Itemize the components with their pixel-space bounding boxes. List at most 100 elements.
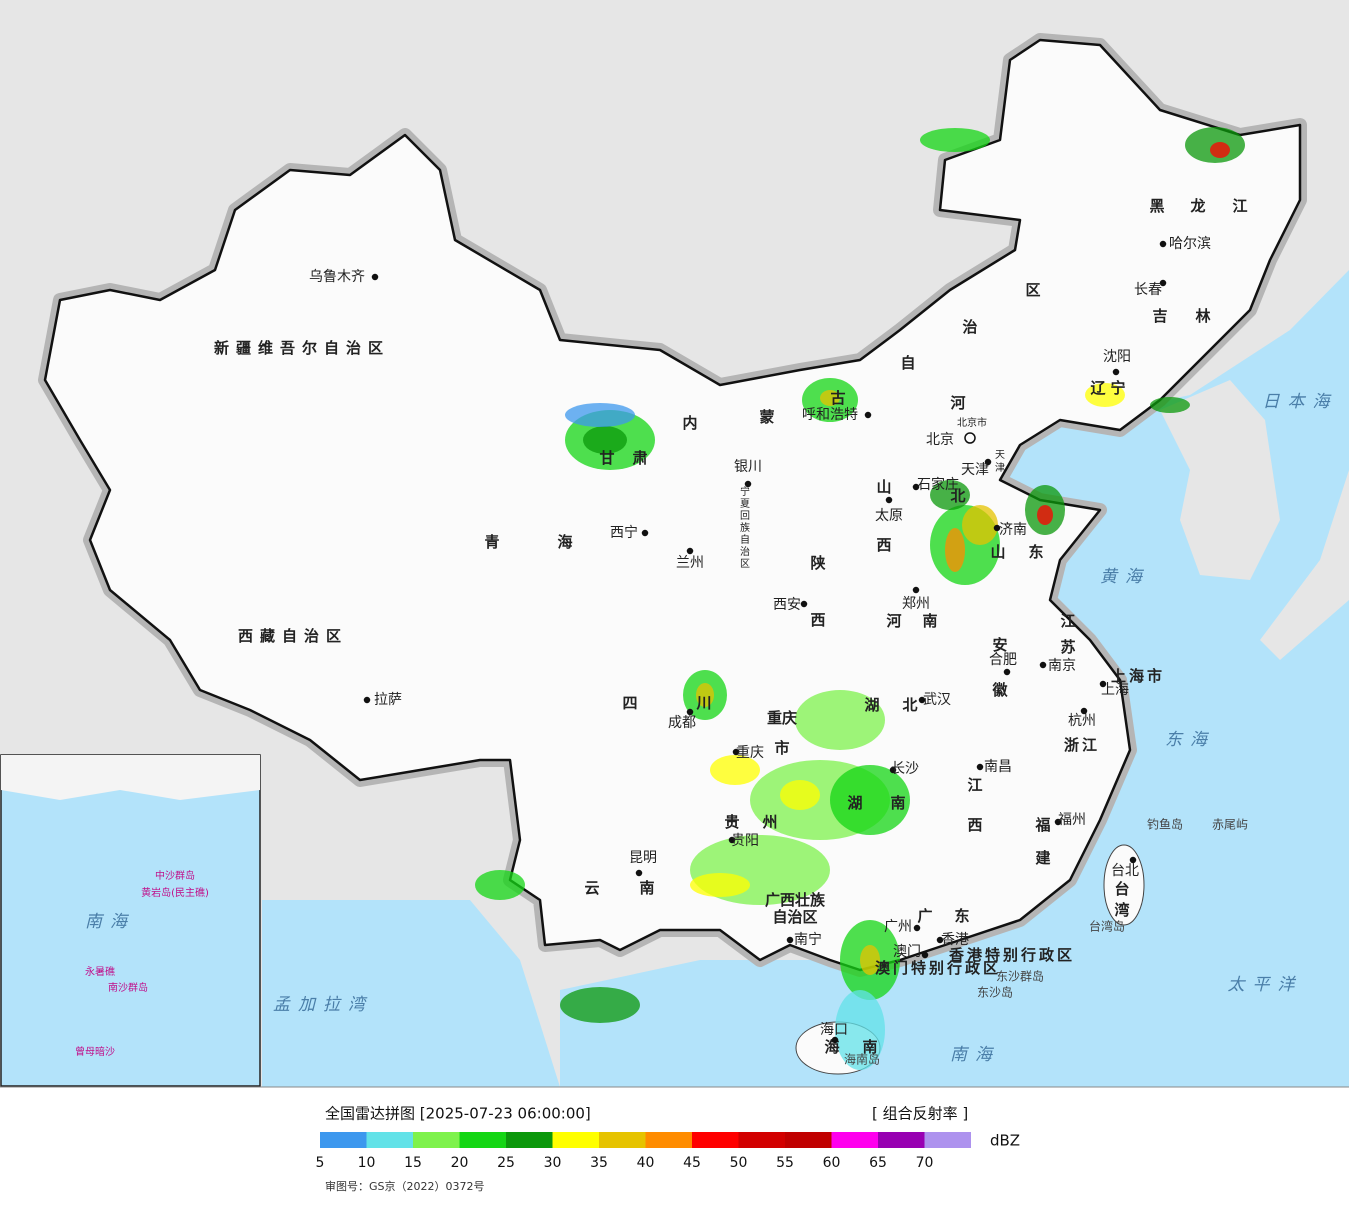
scale-tick-label: 20 xyxy=(451,1155,469,1171)
province-label: 湖南 xyxy=(847,794,905,812)
province-label: 内蒙古自治区 xyxy=(682,281,1040,432)
province-label: 山西 xyxy=(876,478,891,554)
city-dot xyxy=(912,586,920,594)
radar-echo xyxy=(475,870,525,900)
scale-swatch xyxy=(459,1132,506,1148)
city-label: 昆明 xyxy=(629,850,657,866)
radar-echo xyxy=(1210,142,1230,158)
city-dot xyxy=(913,924,921,932)
inset-land xyxy=(1,755,260,800)
scale-tick-label: 35 xyxy=(590,1155,608,1171)
scale-swatch xyxy=(506,1132,553,1148)
legend-unit: dBZ xyxy=(990,1132,1020,1150)
sea-label: 孟加拉湾 xyxy=(273,995,373,1015)
radar-echo xyxy=(920,128,990,152)
province-label: 新疆维吾尔自治区 xyxy=(214,339,390,357)
scale-tick-label: 10 xyxy=(358,1155,376,1171)
province-label: 浙江 xyxy=(1064,736,1100,754)
city-label: 成都 xyxy=(668,715,696,731)
city-label: 杭州 xyxy=(1068,713,1096,729)
city-label: 合肥 xyxy=(989,652,1017,668)
province-label: 云南 xyxy=(584,879,654,897)
city-dot xyxy=(918,696,926,704)
radar-echo xyxy=(830,765,910,835)
scale-tick-label: 30 xyxy=(544,1155,562,1171)
city-dot xyxy=(1129,856,1137,864)
city-label: 银川 xyxy=(734,459,762,475)
province-label: 湖北 xyxy=(864,696,917,714)
inset-label: 中沙群岛 xyxy=(155,869,195,882)
scale-tick-label: 15 xyxy=(404,1155,422,1171)
city-label: 武汉 xyxy=(923,692,951,708)
city-label: 海口 xyxy=(820,1022,848,1038)
city-label: 长春 xyxy=(1134,282,1162,298)
province-label: 广东 xyxy=(917,907,969,925)
scale-tick-label: 65 xyxy=(869,1155,887,1171)
city-label: 石家庄 xyxy=(917,476,959,493)
city-dot xyxy=(1112,368,1120,376)
province-label: 天津 xyxy=(995,450,1005,474)
province-label: 贵州 xyxy=(724,813,777,831)
city-dot xyxy=(912,483,920,491)
city-label: 太原 xyxy=(875,508,903,524)
province-label: 西藏自治区 xyxy=(238,627,348,645)
scale-tick-label: 70 xyxy=(916,1155,934,1171)
city-dot xyxy=(686,547,694,555)
radar-echo xyxy=(820,390,840,406)
scale-swatch xyxy=(599,1132,646,1148)
radar-echo xyxy=(565,403,635,427)
city-dot xyxy=(732,748,740,756)
sea-label: 太平洋 xyxy=(1228,975,1303,995)
scale-swatch xyxy=(738,1132,785,1148)
city-label: 贵阳 xyxy=(731,833,759,849)
scale-swatch xyxy=(924,1132,971,1148)
province-label: 江苏 xyxy=(1060,612,1075,656)
province-label: 台湾 xyxy=(1114,880,1129,919)
taiwan-island xyxy=(1103,844,1145,926)
sea-label: 东海 xyxy=(1165,730,1215,750)
sea-label: 南海 xyxy=(950,1045,1000,1065)
scale-tick-label: 25 xyxy=(497,1155,515,1171)
inset-label: 永暑礁 xyxy=(85,965,115,978)
scale-swatch xyxy=(645,1132,692,1148)
city-label: 澳门 xyxy=(893,944,921,960)
city-label: 济南 xyxy=(999,522,1027,538)
city-label: 西安 xyxy=(773,597,801,613)
radar-echo xyxy=(930,480,970,510)
japan xyxy=(1260,470,1349,660)
province-label: 香港特别行政区 xyxy=(949,946,1075,964)
province-label: 辽宁 xyxy=(1090,379,1125,397)
scale-swatch xyxy=(366,1132,413,1148)
scale-swatch xyxy=(692,1132,739,1148)
scale-swatch xyxy=(552,1132,599,1148)
radar-echo xyxy=(1037,505,1053,525)
city-label: 北京 xyxy=(926,432,954,448)
city-label: 福州 xyxy=(1058,812,1086,828)
radar-echo xyxy=(1085,383,1125,407)
inset-label: 黄岩岛(民主礁) xyxy=(141,886,209,899)
city-dot xyxy=(885,496,893,504)
city-dot xyxy=(964,432,976,444)
radar-echo xyxy=(696,683,714,707)
island-label: 钓鱼岛 xyxy=(1147,817,1183,832)
inset-label: 南沙群岛 xyxy=(108,981,148,994)
city-label: 上海 xyxy=(1101,682,1129,698)
city-dot xyxy=(976,763,984,771)
city-dot xyxy=(786,936,794,944)
city-dot xyxy=(728,836,736,844)
city-label: 沈阳 xyxy=(1103,349,1131,365)
city-dot xyxy=(363,696,371,704)
province-label: 安徽 xyxy=(991,636,1008,699)
province-label: 陕西 xyxy=(810,554,825,629)
radar-echo xyxy=(690,873,750,897)
ocean-bay xyxy=(262,900,560,1087)
radar-echo xyxy=(945,528,965,572)
province-label: 北京市 xyxy=(957,416,987,429)
inset-label: 南海 xyxy=(85,912,135,932)
radar-echo xyxy=(780,780,820,810)
city-label: 西宁 xyxy=(610,524,638,541)
radar-echo xyxy=(962,505,998,545)
province-label: 甘肃 xyxy=(599,449,647,467)
